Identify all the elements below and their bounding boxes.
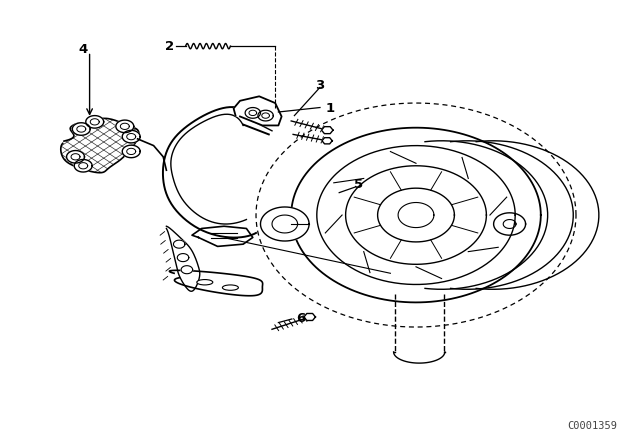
Polygon shape	[67, 151, 84, 163]
Polygon shape	[260, 207, 309, 241]
Polygon shape	[493, 213, 525, 235]
Polygon shape	[258, 110, 273, 121]
Polygon shape	[173, 240, 185, 248]
Text: 4: 4	[79, 43, 88, 56]
Polygon shape	[177, 254, 189, 262]
Ellipse shape	[223, 285, 238, 290]
Polygon shape	[116, 120, 134, 133]
Polygon shape	[122, 130, 140, 143]
Polygon shape	[321, 127, 333, 134]
Polygon shape	[72, 123, 90, 135]
Polygon shape	[322, 138, 332, 144]
Text: 3: 3	[316, 78, 324, 92]
Polygon shape	[86, 116, 104, 128]
Polygon shape	[122, 145, 140, 158]
Polygon shape	[234, 96, 282, 125]
Ellipse shape	[197, 280, 212, 285]
Polygon shape	[398, 202, 434, 228]
Text: 2: 2	[165, 39, 174, 53]
Polygon shape	[166, 226, 200, 291]
Polygon shape	[181, 266, 193, 274]
Text: 6: 6	[296, 311, 305, 325]
Polygon shape	[378, 188, 454, 242]
Polygon shape	[291, 128, 541, 302]
Polygon shape	[304, 314, 316, 320]
Text: 1: 1	[326, 102, 335, 116]
Polygon shape	[74, 159, 92, 172]
Text: 5: 5	[354, 178, 363, 191]
Polygon shape	[245, 108, 260, 118]
Text: C0001359: C0001359	[568, 421, 618, 431]
Polygon shape	[61, 118, 139, 173]
